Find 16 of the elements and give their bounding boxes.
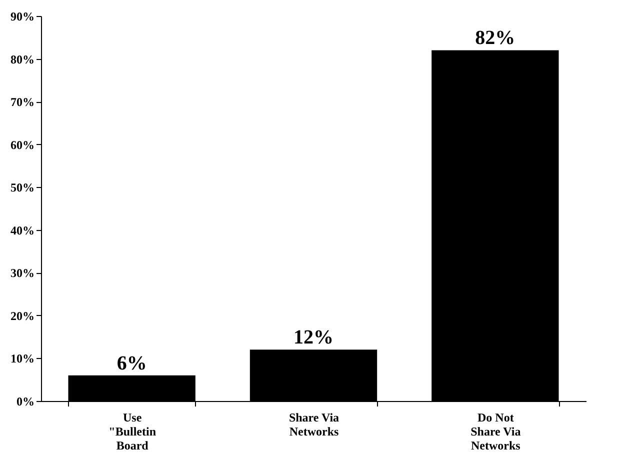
y-tick-label: 30% (10, 266, 34, 280)
y-tick-label: 40% (10, 223, 34, 238)
x-tick-label: Do Not Share Via Networks (470, 410, 521, 452)
y-tick-label: 50% (10, 180, 34, 195)
y-tick-label: 70% (10, 95, 34, 110)
y-tick-label: 90% (10, 10, 34, 24)
data-label: 82% (475, 27, 516, 50)
x-tick-label: Share Via Networks (288, 410, 340, 438)
y-tick-label: 80% (10, 52, 34, 66)
y-tick-label: 60% (10, 138, 34, 152)
y-tick-label: 20% (10, 308, 34, 323)
data-label: 6% (116, 352, 147, 374)
y-tick-label: 10% (10, 352, 34, 366)
y-tick-label: 0% (16, 394, 34, 408)
x-tick-label: Use "Bulletin Board (108, 410, 156, 452)
data-label: 12% (294, 326, 334, 349)
